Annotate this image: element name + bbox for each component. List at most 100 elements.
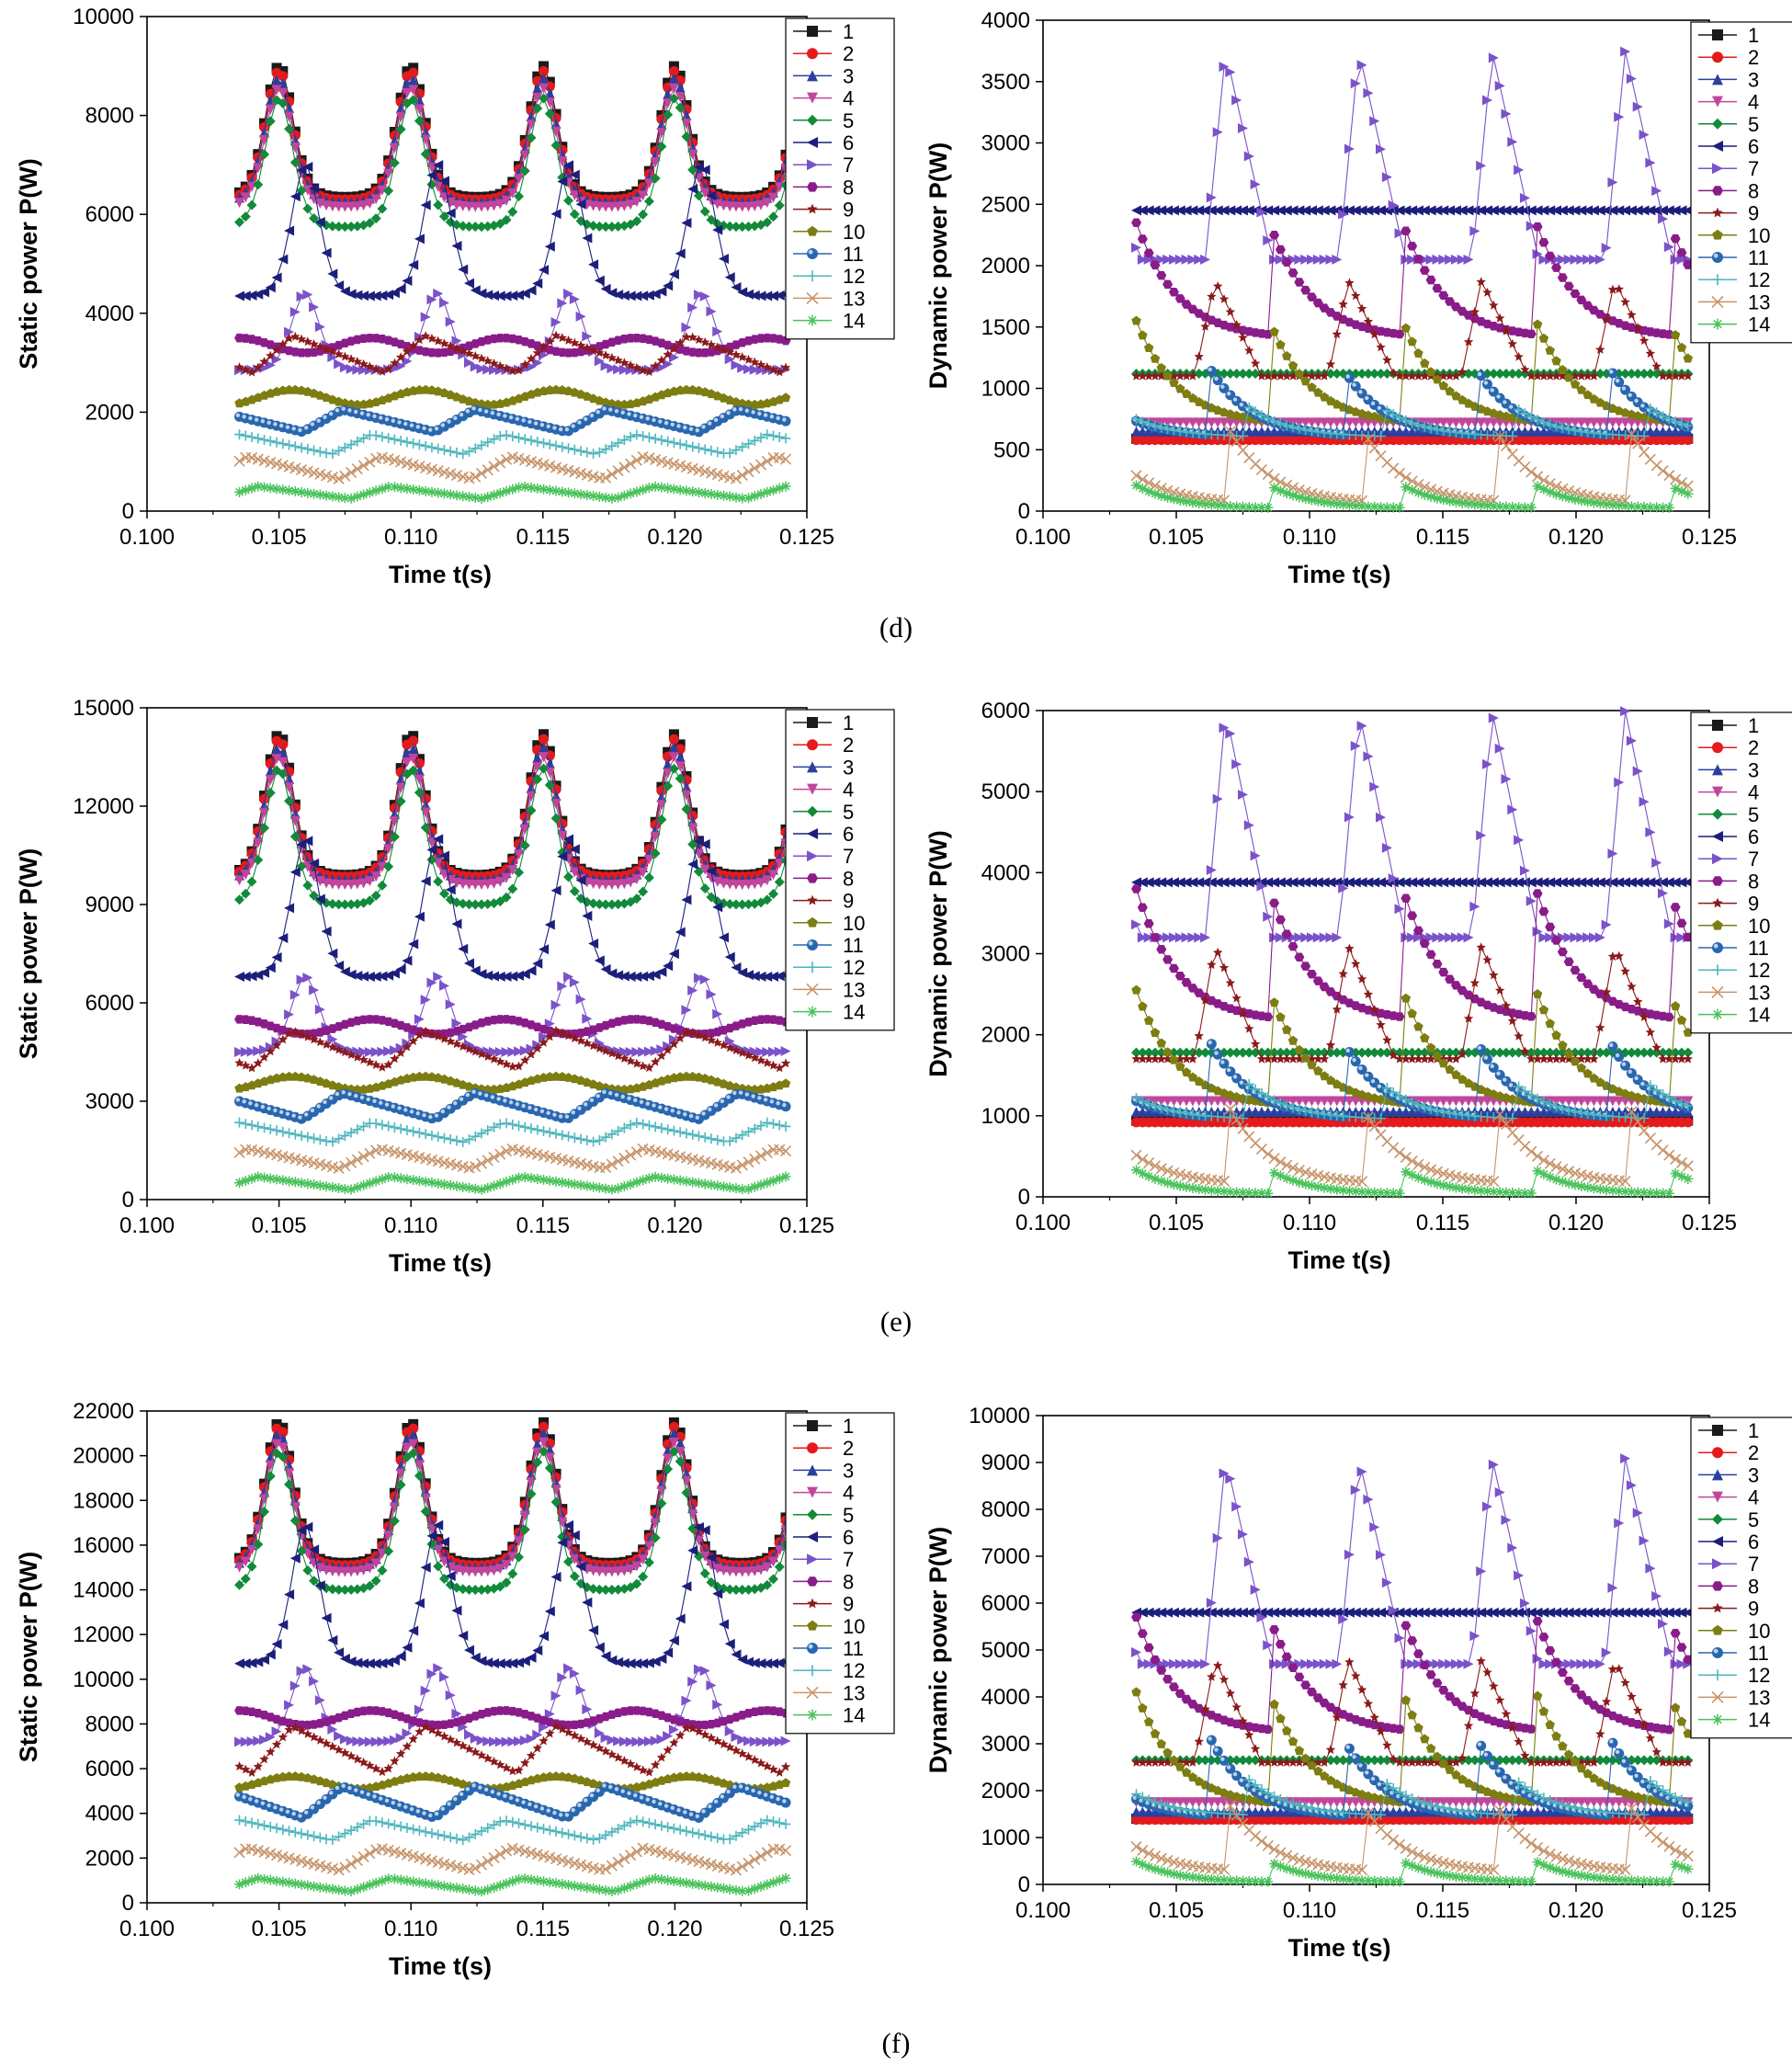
data-point — [1507, 205, 1518, 216]
data-point — [390, 358, 400, 368]
chart-2: 0.100 0.105 0.110 0.115 0.120 0.1250300060009… — [15, 696, 895, 1277]
data-point — [463, 492, 474, 503]
data-point — [706, 1133, 717, 1144]
data-point — [389, 157, 400, 168]
data-point — [1156, 362, 1167, 372]
data-point — [296, 442, 307, 453]
chart-1: 0.100 0.105 0.110 0.115 0.120 0.1250500100015… — [924, 8, 1792, 588]
data-point — [321, 926, 332, 937]
data-point — [625, 290, 636, 302]
data-point — [1639, 796, 1650, 807]
data-point — [389, 482, 400, 493]
y-tick-label: 6000 — [85, 991, 134, 1016]
data-point — [780, 1078, 791, 1088]
data-point — [687, 1129, 698, 1140]
data-point — [638, 209, 649, 220]
data-point — [582, 447, 593, 458]
data-point — [675, 1127, 686, 1138]
series-9 — [1131, 277, 1694, 381]
data-point — [402, 346, 413, 356]
data-point — [395, 124, 406, 135]
data-point — [1519, 865, 1530, 876]
data-point — [607, 352, 618, 362]
y-tick-label: 500 — [993, 438, 1030, 462]
data-point — [1194, 1030, 1204, 1041]
data-point — [352, 399, 363, 409]
data-point — [1627, 310, 1637, 320]
data-point — [557, 333, 568, 343]
data-point — [438, 445, 449, 456]
data-point — [1200, 254, 1211, 265]
x-tick-label: 0.100 — [119, 525, 175, 550]
data-point — [408, 1126, 419, 1137]
data-point — [259, 434, 270, 445]
data-point — [438, 176, 449, 187]
data-point — [234, 217, 245, 228]
data-point — [265, 359, 276, 370]
data-point — [675, 484, 686, 495]
x-tick-label: 0.105 — [1149, 1211, 1204, 1235]
legend-label: 6 — [1748, 135, 1759, 158]
data-point — [1225, 306, 1236, 316]
data-point — [563, 288, 574, 299]
y-tick-label: 15000 — [73, 696, 134, 721]
data-point — [514, 174, 525, 185]
data-point — [339, 362, 350, 373]
data-point — [259, 482, 270, 493]
data-point — [1551, 356, 1561, 366]
data-point — [607, 363, 618, 374]
data-point — [613, 364, 624, 375]
chart-3: 0.100 0.105 0.110 0.115 0.120 0.1250100020003… — [924, 699, 1792, 1274]
x-tick-label: 0.120 — [1548, 1211, 1604, 1235]
data-point — [370, 485, 381, 496]
data-point — [526, 119, 537, 131]
data-point — [1243, 205, 1254, 216]
data-point — [779, 453, 792, 465]
data-point — [1231, 95, 1242, 106]
data-point — [550, 485, 561, 496]
data-point — [1231, 205, 1242, 216]
data-point — [278, 484, 289, 495]
legend-label: 9 — [1748, 202, 1759, 225]
data-point — [1212, 127, 1223, 138]
data-point — [594, 447, 605, 458]
data-point — [588, 259, 599, 270]
data-point — [779, 1145, 792, 1157]
y-tick-label: 9000 — [85, 893, 134, 917]
data-point — [749, 462, 761, 474]
data-point — [762, 362, 772, 371]
data-point — [339, 442, 350, 453]
x-axis-label: Time t(s) — [389, 561, 492, 588]
legend-label: 12 — [843, 265, 865, 288]
data-point — [1588, 205, 1599, 216]
data-point — [1163, 279, 1174, 290]
data-point — [1287, 360, 1299, 370]
data-point — [539, 65, 550, 76]
legend-label: 10 — [1748, 224, 1770, 247]
data-point — [1683, 1117, 1694, 1128]
data-point — [1463, 205, 1474, 216]
data-point — [618, 461, 630, 473]
data-point — [1376, 812, 1387, 823]
data-point — [687, 184, 698, 195]
data-point — [743, 399, 754, 409]
data-point — [1645, 1027, 1656, 1037]
data-point — [309, 984, 320, 996]
data-point — [482, 399, 493, 409]
data-point — [1143, 919, 1154, 928]
data-point — [1501, 108, 1512, 119]
data-point — [408, 85, 419, 96]
data-point — [463, 446, 474, 457]
legend-marker — [807, 1006, 818, 1018]
data-point — [1263, 502, 1274, 513]
data-point — [1263, 235, 1274, 246]
data-point — [265, 282, 276, 293]
data-point — [420, 199, 431, 211]
data-point — [1231, 758, 1242, 769]
data-point — [1519, 192, 1530, 203]
data-point — [445, 316, 456, 327]
data-point — [402, 1124, 413, 1135]
data-point — [1557, 947, 1568, 957]
